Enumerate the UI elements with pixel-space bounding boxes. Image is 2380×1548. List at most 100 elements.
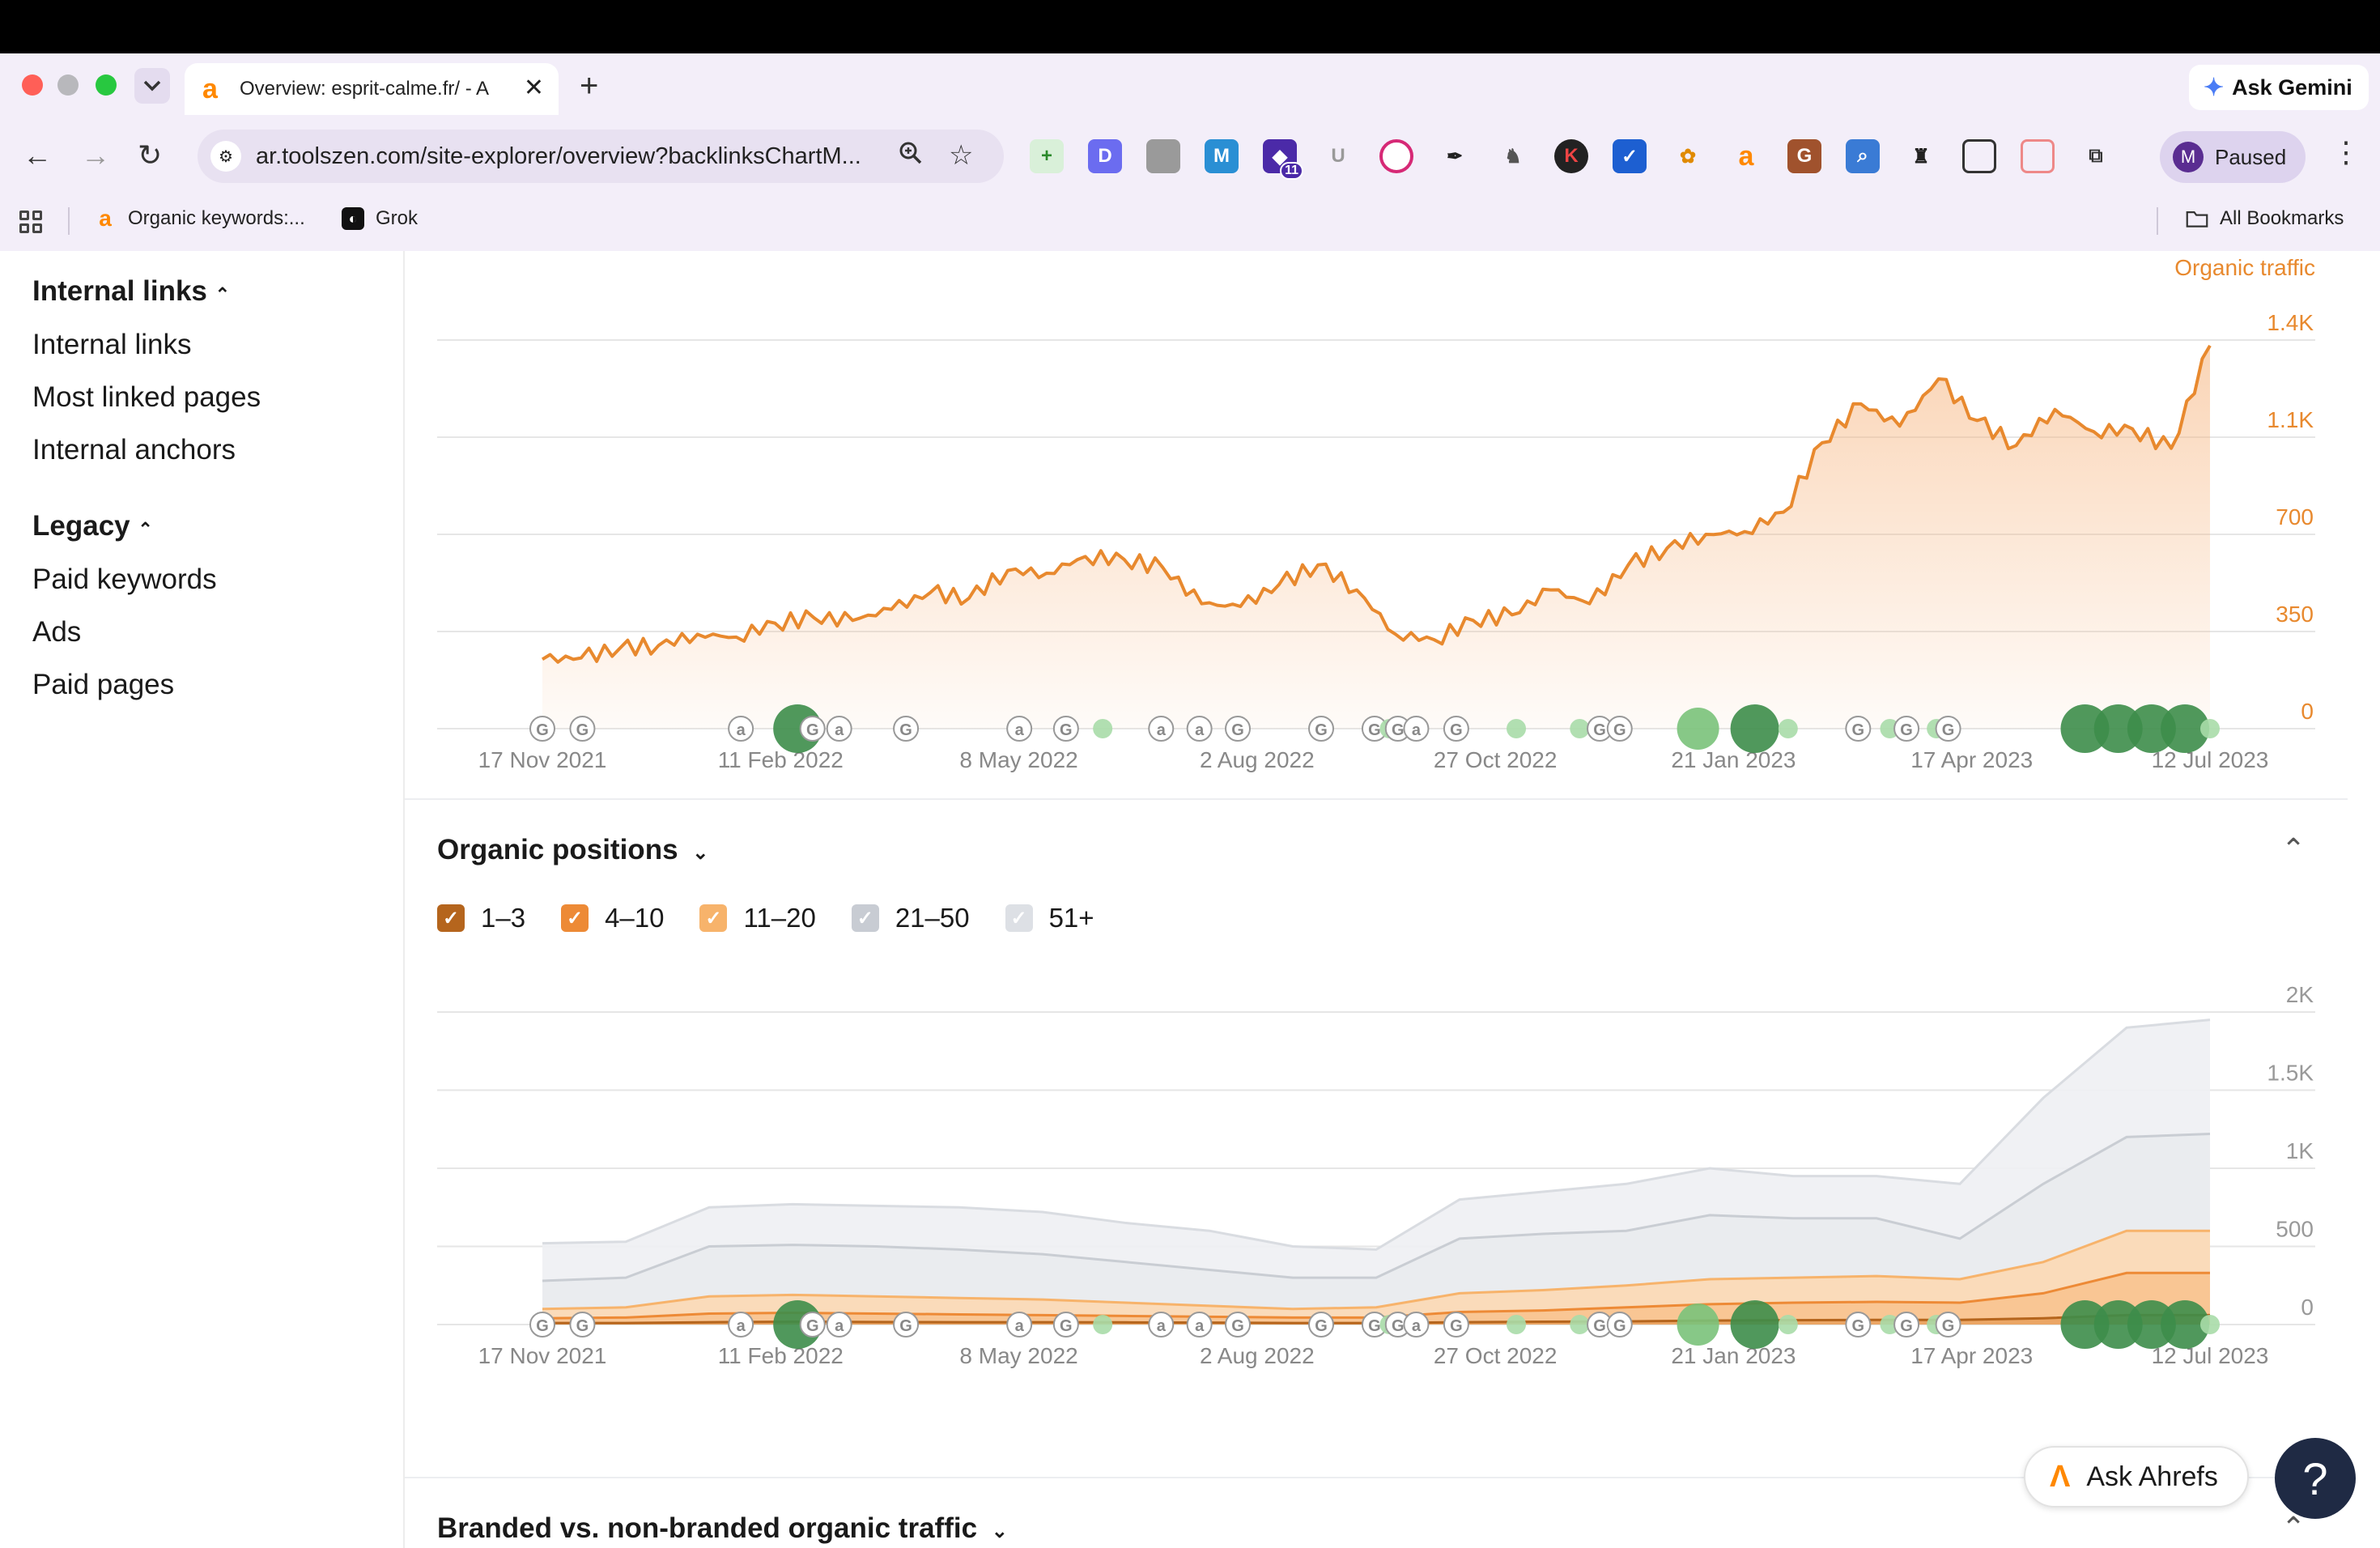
window-maximize-button[interactable] <box>96 74 117 96</box>
legend-item[interactable]: ✓ 11–20 <box>699 903 816 933</box>
extension-pink-icon[interactable] <box>2021 139 2055 173</box>
extension-u-icon[interactable]: U <box>1331 145 1345 167</box>
all-bookmarks-button[interactable]: All Bookmarks <box>2186 207 2344 230</box>
extension-grey-icon[interactable] <box>1146 139 1180 173</box>
extension-check-icon[interactable]: ✓ <box>1613 139 1647 173</box>
window-minimize-button[interactable] <box>57 74 79 96</box>
legend-label: 1–3 <box>481 903 526 933</box>
ask-gemini-button[interactable]: ✦ Ask Gemini <box>2189 65 2369 110</box>
y-tick-label: 500 <box>2276 1217 2314 1242</box>
browser-menu-icon[interactable]: ⋮ <box>2331 135 2361 168</box>
extension-badge-icon[interactable]: ◆ 11 <box>1263 139 1303 180</box>
gemini-sparkle-icon: ✦ <box>2204 74 2225 101</box>
annotation-marker-label: G <box>899 1317 912 1335</box>
extension-plus-icon[interactable]: + <box>1030 139 1064 173</box>
legend-label: 51+ <box>1048 903 1094 933</box>
ask-ahrefs-button[interactable]: Λ Ask Ahrefs <box>2024 1446 2249 1508</box>
annotation-marker-label: G <box>1060 1317 1073 1335</box>
url-text[interactable]: ar.toolszen.com/site-explorer/overview?b… <box>256 143 861 169</box>
annotation-marker <box>893 1312 920 1337</box>
site-info-icon[interactable]: ⚙ <box>210 141 241 172</box>
tab-search-button[interactable] <box>134 68 170 104</box>
address-bar[interactable]: ⚙ ar.toolszen.com/site-explorer/overview… <box>198 130 1004 183</box>
forward-button[interactable]: → <box>81 138 110 172</box>
annotation-marker <box>1225 716 1252 742</box>
bookmark-divider <box>68 207 70 235</box>
sidebar-item-internal-anchors[interactable]: Internal anchors <box>32 434 236 466</box>
legend-item[interactable]: ✓ 1–3 <box>437 903 525 933</box>
sidebar-section-legacy[interactable]: Legacy ⌃ <box>32 510 153 542</box>
extension-seo-icon[interactable]: ✿ <box>1679 145 1697 168</box>
annotation-marker-label: G <box>536 721 549 739</box>
extension-g-icon[interactable]: G <box>1787 139 1821 173</box>
annotation-marker-label: G <box>1231 1317 1244 1335</box>
annotation-marker <box>1893 1312 1920 1337</box>
annotation-marker <box>1148 716 1175 742</box>
extension-spy-icon[interactable]: ♜ <box>1912 145 1930 168</box>
sidebar-item-internal-links[interactable]: Internal links <box>32 329 192 360</box>
organic-traffic-chart[interactable]: Organic traffic 0 350 700 1.1K 1.4K 17 Nov 202… <box>405 251 2348 785</box>
back-button[interactable]: ← <box>23 138 52 172</box>
new-tab-button[interactable]: + <box>580 68 599 104</box>
profile-button[interactable]: M Paused <box>2160 131 2306 183</box>
extension-copy-icon[interactable] <box>1962 139 1996 173</box>
section-divider <box>405 798 2348 800</box>
sidebar-item-ads[interactable]: Ads <box>32 616 82 648</box>
apps-grid-icon[interactable] <box>19 211 42 233</box>
sidebar-item-most-linked-pages[interactable]: Most linked pages <box>32 381 261 413</box>
legend-item[interactable]: ✓ 51+ <box>1005 903 1094 933</box>
annotation-marker <box>1935 1312 1961 1337</box>
legend-item[interactable]: ✓ 21–50 <box>851 903 970 933</box>
branded-traffic-header[interactable]: Branded vs. non-branded organic traffic … <box>437 1512 1008 1545</box>
browser-tab-active[interactable]: a Overview: esprit-calme.fr/ - A ✕ <box>185 63 559 115</box>
profile-status: Paused <box>2215 144 2287 169</box>
annotation-marker-label: a <box>1412 1317 1422 1335</box>
folder-icon <box>2186 207 2208 230</box>
sidebar-section-internal-links[interactable]: Internal links ⌃ <box>32 275 230 308</box>
close-tab-icon[interactable]: ✕ <box>523 74 544 101</box>
extension-d-icon[interactable]: D <box>1088 139 1122 173</box>
annotation-bubble <box>2127 1300 2176 1349</box>
legend-checkbox[interactable]: ✓ <box>561 904 589 932</box>
annotation-marker-label: G <box>576 721 589 739</box>
annotation-bubble <box>1778 1315 1798 1334</box>
y-tick-label: 1.1K <box>2267 407 2314 432</box>
extension-instagram-icon[interactable] <box>1379 139 1413 173</box>
bookmark-star-icon[interactable]: ☆ <box>949 140 974 171</box>
legend-checkbox[interactable]: ✓ <box>851 904 879 932</box>
zoom-icon[interactable] <box>899 141 923 172</box>
extension-figure-icon[interactable]: ♞ <box>1504 145 1522 168</box>
sidebar-item-paid-pages[interactable]: Paid pages <box>32 669 175 700</box>
window-close-button[interactable] <box>22 74 43 96</box>
annotation-marker <box>569 716 596 742</box>
extension-translate-icon[interactable]: ⌕ <box>1846 139 1880 173</box>
y-tick-label: 1K <box>2286 1138 2314 1163</box>
organic-positions-chart[interactable]: 0 500 1K 1.5K 2K 17 Nov 2021 11 Feb 2022 8 May … <box>405 980 2348 1417</box>
extension-eyedropper-icon[interactable]: ✒ <box>1446 145 1464 168</box>
extension-ahrefs-icon[interactable]: a <box>1738 140 1754 172</box>
annotation-marker <box>1308 1312 1335 1337</box>
annotation-bubble <box>1570 719 1590 738</box>
annotation-marker <box>1403 1312 1430 1337</box>
help-button[interactable]: ? <box>2275 1438 2356 1519</box>
annotation-bubble <box>1677 708 1719 750</box>
collapse-section-icon[interactable]: ⌃ <box>2281 832 2306 865</box>
traffic-line <box>541 344 2212 664</box>
annotation-bubble <box>2060 704 2110 753</box>
extension-m-icon[interactable]: M <box>1205 139 1239 173</box>
legend-checkbox[interactable]: ✓ <box>699 904 728 932</box>
extensions-puzzle-icon[interactable]: ⧉ <box>2089 145 2103 167</box>
extension-k-icon[interactable]: K <box>1554 139 1588 173</box>
annotation-marker-label: G <box>806 1317 819 1335</box>
bookmark-grok[interactable]: ◐ Grok <box>342 207 418 230</box>
annotation-marker-label: G <box>1942 721 1955 739</box>
legend-checkbox[interactable]: ✓ <box>1005 904 1033 932</box>
all-bookmarks-label: All Bookmarks <box>2220 207 2344 229</box>
bookmark-organic-keywords[interactable]: a Organic keywords:... <box>94 206 305 231</box>
sidebar-item-paid-keywords[interactable]: Paid keywords <box>32 563 217 595</box>
reload-button[interactable]: ↻ <box>138 138 163 172</box>
annotation-marker-label: G <box>1368 721 1381 739</box>
organic-positions-header[interactable]: Organic positions ⌄ <box>437 834 708 866</box>
legend-checkbox[interactable]: ✓ <box>437 904 465 932</box>
legend-item[interactable]: ✓ 4–10 <box>561 903 664 933</box>
